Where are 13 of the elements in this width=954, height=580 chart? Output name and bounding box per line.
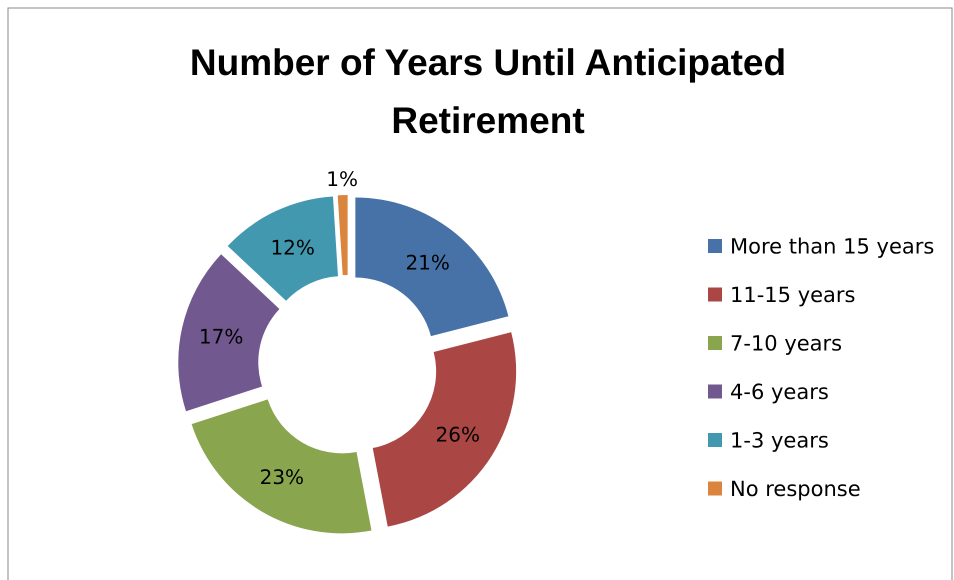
legend-label: 1-3 years — [730, 428, 829, 452]
data-label: 23% — [260, 464, 304, 489]
data-label: 17% — [198, 324, 244, 349]
data-label: 1% — [326, 167, 358, 192]
legend-label: 7-10 years — [730, 331, 842, 356]
legend-label: 4-6 years — [730, 380, 829, 404]
legend-label: More than 15 years — [730, 234, 934, 258]
legend-label: 11-15 years — [730, 282, 856, 307]
data-label: 21% — [405, 250, 450, 274]
data-label: 12% — [270, 235, 315, 260]
chart-title: Number of Years Until Anticipated Retirement — [190, 42, 786, 141]
legend-label: No response — [730, 476, 861, 501]
data-label: 26% — [436, 422, 480, 447]
